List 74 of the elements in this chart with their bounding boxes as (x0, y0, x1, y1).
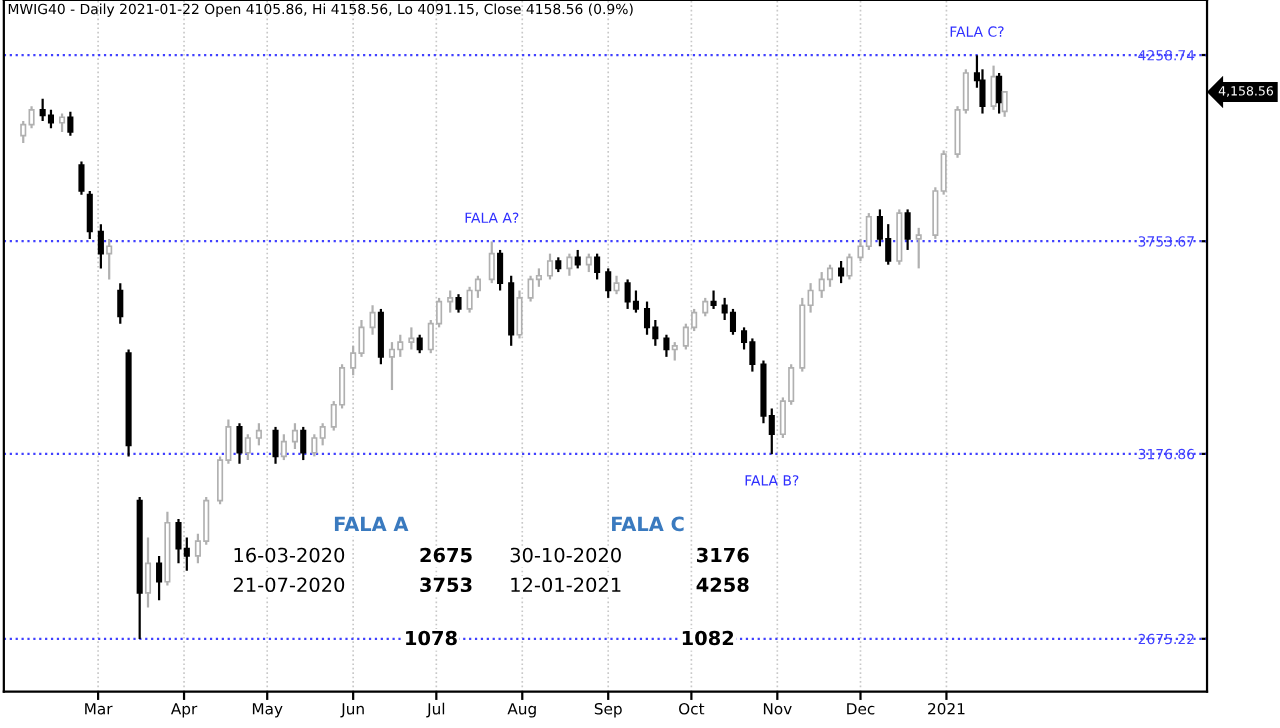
candlestick (826, 263, 834, 288)
candlestick (236, 422, 243, 465)
candlestick (272, 425, 279, 465)
candlestick (488, 240, 495, 285)
annotation: 4258 (696, 577, 749, 593)
candlestick (566, 252, 573, 277)
annotation: 30-10-2020 (510, 547, 621, 563)
candlestick (996, 71, 1003, 115)
candlestick (47, 108, 55, 130)
candlestick (729, 307, 737, 336)
annotation: FALA A (334, 516, 409, 531)
candlestick (643, 300, 651, 336)
candlestick (702, 296, 709, 318)
annotation: FALA C (612, 516, 684, 532)
candlestick (527, 274, 534, 303)
candlestick (605, 267, 612, 299)
candlestick (466, 285, 473, 314)
candlestick (244, 433, 251, 462)
candlestick (39, 97, 46, 123)
candlestick (106, 237, 113, 281)
candlestick (408, 326, 415, 351)
candlestick (78, 160, 85, 196)
annotation: 3176 (697, 547, 749, 563)
candlestick (416, 333, 423, 355)
candlestick (624, 278, 631, 311)
candlestick (67, 110, 74, 137)
candlestick (632, 289, 639, 314)
candlestick (455, 293, 462, 314)
annotation: 12-01-2021 (511, 577, 621, 593)
annotation: 16-03-2020 (234, 547, 345, 563)
candlestick (546, 252, 554, 281)
candlestick (117, 282, 124, 325)
candlestick (377, 307, 384, 366)
candlestick (255, 422, 262, 447)
candlestick (585, 252, 592, 274)
candlestick (369, 304, 376, 336)
candlestick (613, 274, 620, 296)
candlestick (86, 189, 93, 240)
candlestick (311, 433, 318, 458)
candlestick (516, 289, 523, 340)
annotation: 3753 (420, 577, 472, 593)
candlestick (28, 105, 35, 130)
candlestick (97, 223, 104, 270)
candlestick (291, 422, 298, 451)
candlestick (497, 248, 504, 292)
candlestick (447, 289, 454, 314)
candlestick (885, 223, 892, 266)
candlestick (574, 248, 581, 270)
annotation: 21-07-2020 (233, 577, 345, 593)
candlestick (818, 270, 825, 299)
candlestick (896, 208, 903, 266)
candlestick (838, 259, 845, 285)
candlestick (915, 226, 922, 270)
candlestick (175, 517, 182, 565)
candlestick (156, 554, 163, 602)
candlestick (280, 433, 287, 462)
candlestick (397, 333, 404, 358)
candlestick (671, 341, 678, 362)
candlestick (846, 252, 853, 281)
candlestick (663, 333, 670, 358)
candlestick (865, 211, 872, 252)
annotation: 1078 (406, 630, 457, 646)
candlestick (388, 341, 396, 392)
annotation: 1082 (682, 630, 734, 646)
candlestick (904, 208, 911, 252)
candlestick (319, 422, 326, 447)
candlestick (300, 425, 307, 462)
candlestick (710, 289, 717, 311)
candlestick (1001, 90, 1008, 118)
candlestick (749, 337, 756, 373)
candlestick (594, 252, 601, 281)
candlestick (59, 112, 66, 134)
annotation: 2675 (420, 547, 472, 563)
candlestick (144, 536, 152, 609)
